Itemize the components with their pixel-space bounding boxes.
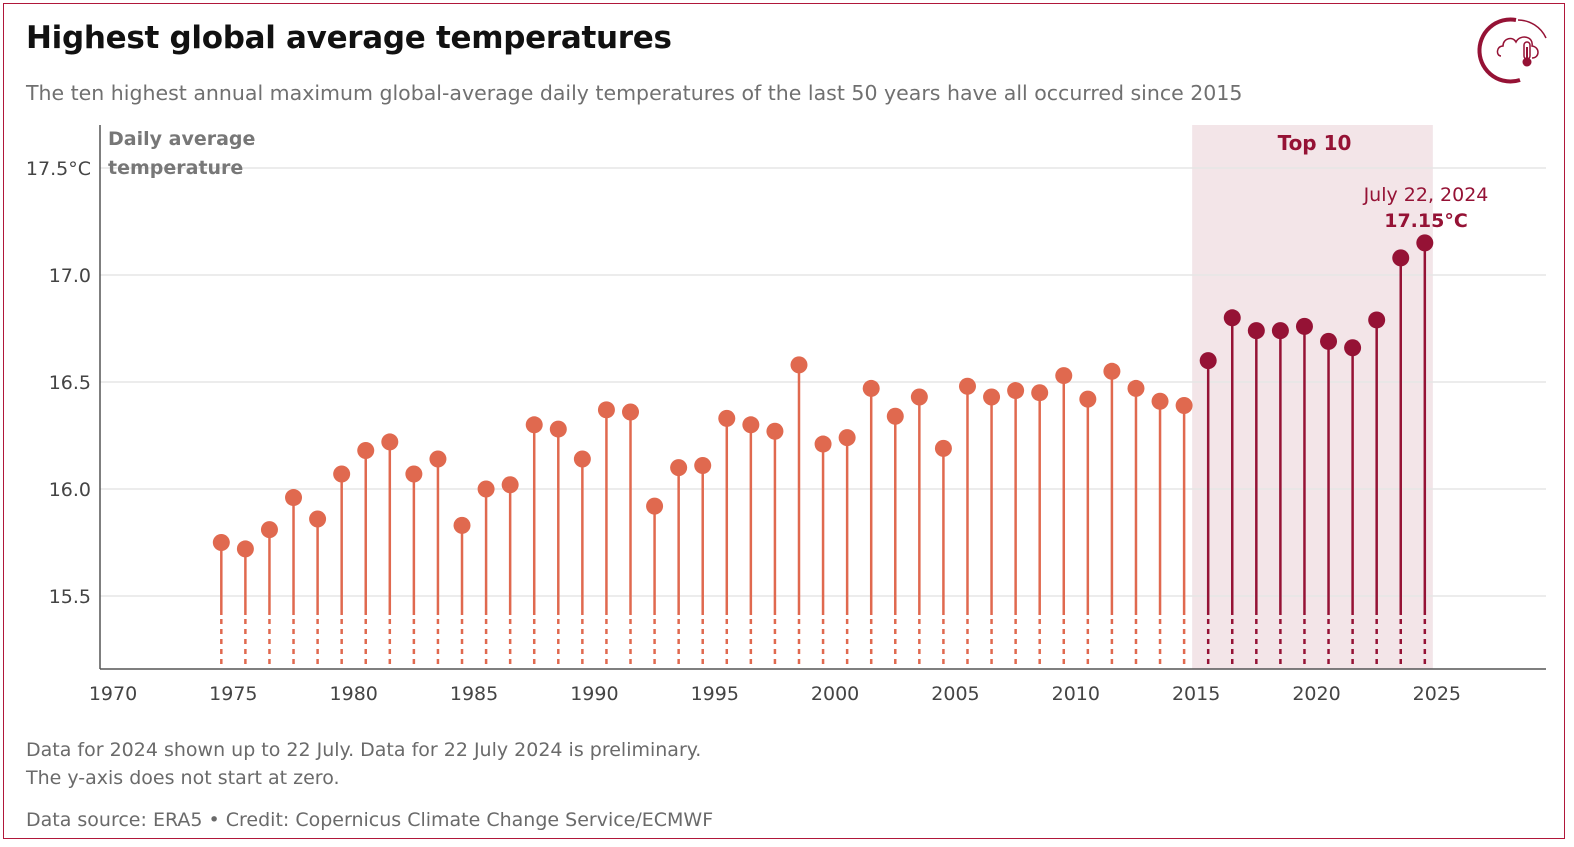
- point-2001: [862, 379, 880, 397]
- point-1994: [694, 456, 712, 474]
- y-tick-label: 17.0: [49, 265, 91, 287]
- point-1992: [646, 497, 664, 515]
- point-2020: [1320, 332, 1338, 350]
- point-1981: [381, 433, 399, 451]
- y-tick-label: 16.5: [49, 372, 91, 394]
- top10-band: [1192, 125, 1433, 669]
- point-1979: [333, 465, 351, 483]
- x-tick-label: 2025: [1413, 683, 1461, 705]
- point-1993: [670, 459, 688, 477]
- annotation-value: 17.15°C: [1384, 210, 1468, 232]
- point-2024: [1416, 234, 1434, 252]
- point-2016: [1223, 309, 1241, 327]
- point-2019: [1295, 317, 1313, 335]
- point-1978: [309, 510, 327, 528]
- point-2014: [1175, 397, 1193, 415]
- note-axis: The y-axis does not start at zero.: [26, 767, 340, 789]
- point-1985: [477, 480, 495, 498]
- point-2022: [1368, 311, 1386, 329]
- point-2017: [1247, 322, 1265, 340]
- y-axis-label: temperature: [108, 157, 243, 179]
- x-tick-label: 1980: [330, 683, 378, 705]
- point-2018: [1271, 322, 1289, 340]
- y-tick-label: 17.5°C: [26, 158, 91, 180]
- x-tick-label: 2020: [1292, 683, 1340, 705]
- y-tick-label: 15.5: [49, 586, 91, 608]
- point-2004: [934, 439, 952, 457]
- point-1982: [405, 465, 423, 483]
- x-tick-label: 1990: [570, 683, 618, 705]
- point-1996: [742, 416, 760, 434]
- point-2010: [1079, 390, 1097, 408]
- point-2015: [1199, 352, 1217, 370]
- point-1998: [790, 356, 808, 374]
- point-2006: [983, 388, 1001, 406]
- chart-title: Highest global average temperatures: [26, 20, 672, 56]
- point-1980: [357, 441, 375, 459]
- cloud-thermometer-icon: [1477, 17, 1547, 84]
- y-axis-label: Daily average: [108, 128, 255, 150]
- x-tick-label: 2000: [811, 683, 859, 705]
- data-source: Data source: ERA5 • Credit: Copernicus C…: [26, 809, 714, 831]
- point-1977: [285, 489, 303, 507]
- point-2003: [910, 388, 928, 406]
- point-2011: [1103, 362, 1121, 380]
- chart-frame: [3, 3, 1565, 839]
- point-2012: [1127, 379, 1145, 397]
- point-1988: [549, 420, 567, 438]
- chart-subtitle: The ten highest annual maximum global-av…: [26, 81, 1243, 105]
- x-tick-label: 2010: [1052, 683, 1100, 705]
- x-tick-label: 1975: [209, 683, 257, 705]
- point-1984: [453, 516, 471, 534]
- point-2009: [1055, 367, 1073, 385]
- point-2013: [1151, 392, 1169, 410]
- point-1999: [814, 435, 832, 453]
- point-1975: [236, 540, 254, 558]
- point-1989: [573, 450, 591, 468]
- annotation-date: July 22, 2024: [1363, 184, 1489, 206]
- point-1991: [622, 403, 640, 421]
- point-2021: [1344, 339, 1362, 357]
- x-tick-label: 2005: [931, 683, 979, 705]
- point-2000: [838, 429, 856, 447]
- point-1986: [501, 476, 519, 494]
- top10-label: Top 10: [1278, 131, 1352, 155]
- point-2008: [1031, 384, 1049, 402]
- x-tick-label: 1995: [691, 683, 739, 705]
- x-tick-label: 1970: [89, 683, 137, 705]
- point-2005: [958, 377, 976, 395]
- x-tick-label: 1985: [450, 683, 498, 705]
- point-1997: [766, 422, 784, 440]
- point-1983: [429, 450, 447, 468]
- point-1974: [212, 534, 230, 551]
- point-2007: [1007, 382, 1025, 400]
- point-2023: [1392, 249, 1410, 267]
- point-1987: [525, 416, 543, 434]
- point-1990: [597, 401, 615, 419]
- point-1995: [718, 409, 736, 427]
- note-preliminary: Data for 2024 shown up to 22 July. Data …: [26, 739, 702, 761]
- point-1976: [260, 521, 278, 539]
- y-tick-label: 16.0: [49, 479, 91, 501]
- x-tick-label: 2015: [1172, 683, 1220, 705]
- point-2002: [886, 407, 904, 425]
